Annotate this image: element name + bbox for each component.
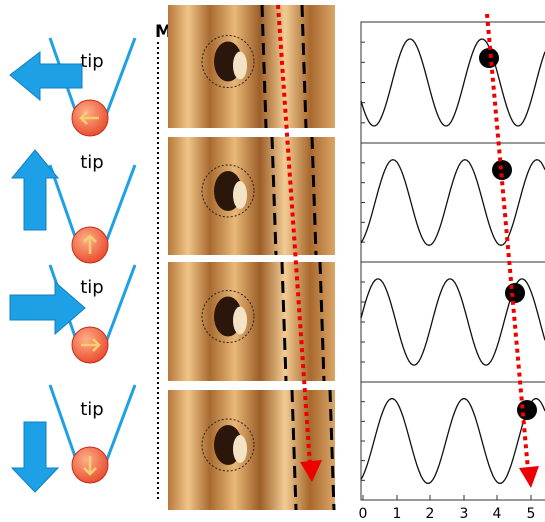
afm-blob-light xyxy=(233,435,247,463)
scan-arrow xyxy=(10,52,82,100)
x-tick-label: 0 xyxy=(359,506,368,522)
tip-label: tip xyxy=(80,277,103,298)
scan-arrow xyxy=(12,150,58,230)
phase-arrow-head xyxy=(519,466,539,488)
phase-dot xyxy=(479,48,499,68)
x-tick-label: 4 xyxy=(493,506,502,522)
figure: Marker tiptiptiptip012345 xyxy=(0,0,545,522)
scan-arrow xyxy=(12,422,58,492)
x-tick-label: 2 xyxy=(426,506,435,522)
x-tick-label: 5 xyxy=(527,506,536,522)
tip-label: tip xyxy=(80,152,103,173)
phase-dot xyxy=(505,283,525,303)
afm-image xyxy=(168,137,335,255)
tip-label: tip xyxy=(80,399,103,420)
plot-frame xyxy=(361,22,545,143)
afm-image xyxy=(168,390,335,510)
afm-blob-light xyxy=(233,307,247,335)
x-tick-label: 3 xyxy=(460,506,469,522)
afm-blob-light xyxy=(233,52,247,80)
afm-image xyxy=(168,5,335,128)
afm-blob-light xyxy=(233,181,247,209)
scan-arrow xyxy=(10,282,85,334)
plot-frame xyxy=(361,143,545,262)
tip-label: tip xyxy=(80,51,103,72)
afm-image xyxy=(168,262,335,381)
phase-dot xyxy=(517,400,537,420)
wave xyxy=(361,160,545,246)
wave xyxy=(361,39,545,126)
x-tick-label: 1 xyxy=(393,506,402,522)
